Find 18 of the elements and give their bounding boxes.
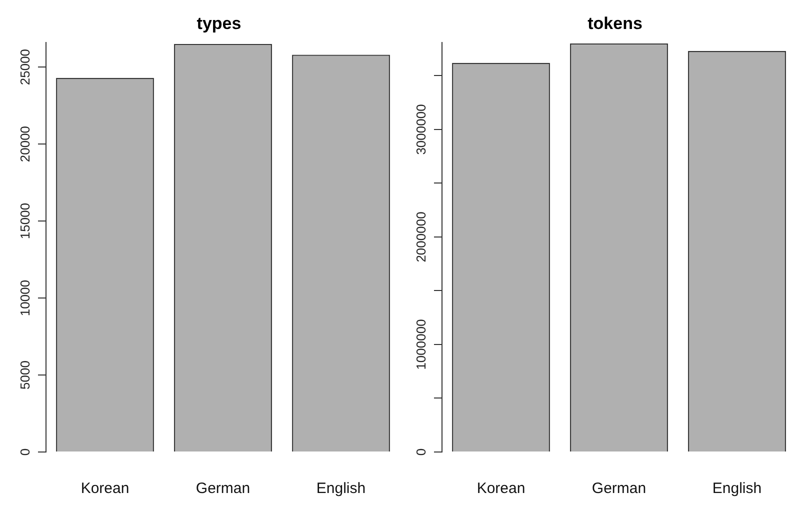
chart-title: tokens — [588, 14, 642, 33]
x-tick-label: Korean — [80, 480, 130, 498]
y-tick-label: 25000 — [18, 48, 33, 86]
y-tick-label: 15000 — [18, 202, 33, 240]
y-tick-label: 5000 — [18, 360, 33, 390]
x-tick-label: German — [196, 480, 250, 498]
y-tick-label: 0 — [414, 448, 429, 456]
x-tick-label: English — [316, 480, 366, 498]
y-tick-label: 10000 — [18, 280, 33, 316]
chart-title: types — [196, 14, 242, 33]
y-tick-label: 0 — [18, 448, 33, 456]
y-tick-label: 3000000 — [414, 104, 429, 155]
x-tick-label: English — [712, 480, 762, 498]
x-tick-label: Korean — [476, 480, 526, 498]
y-tick-label: 2000000 — [414, 212, 429, 262]
y-tick-label: 1000000 — [414, 319, 429, 370]
y-tick-label: 20000 — [18, 126, 33, 162]
x-tick-label: German — [592, 480, 646, 498]
